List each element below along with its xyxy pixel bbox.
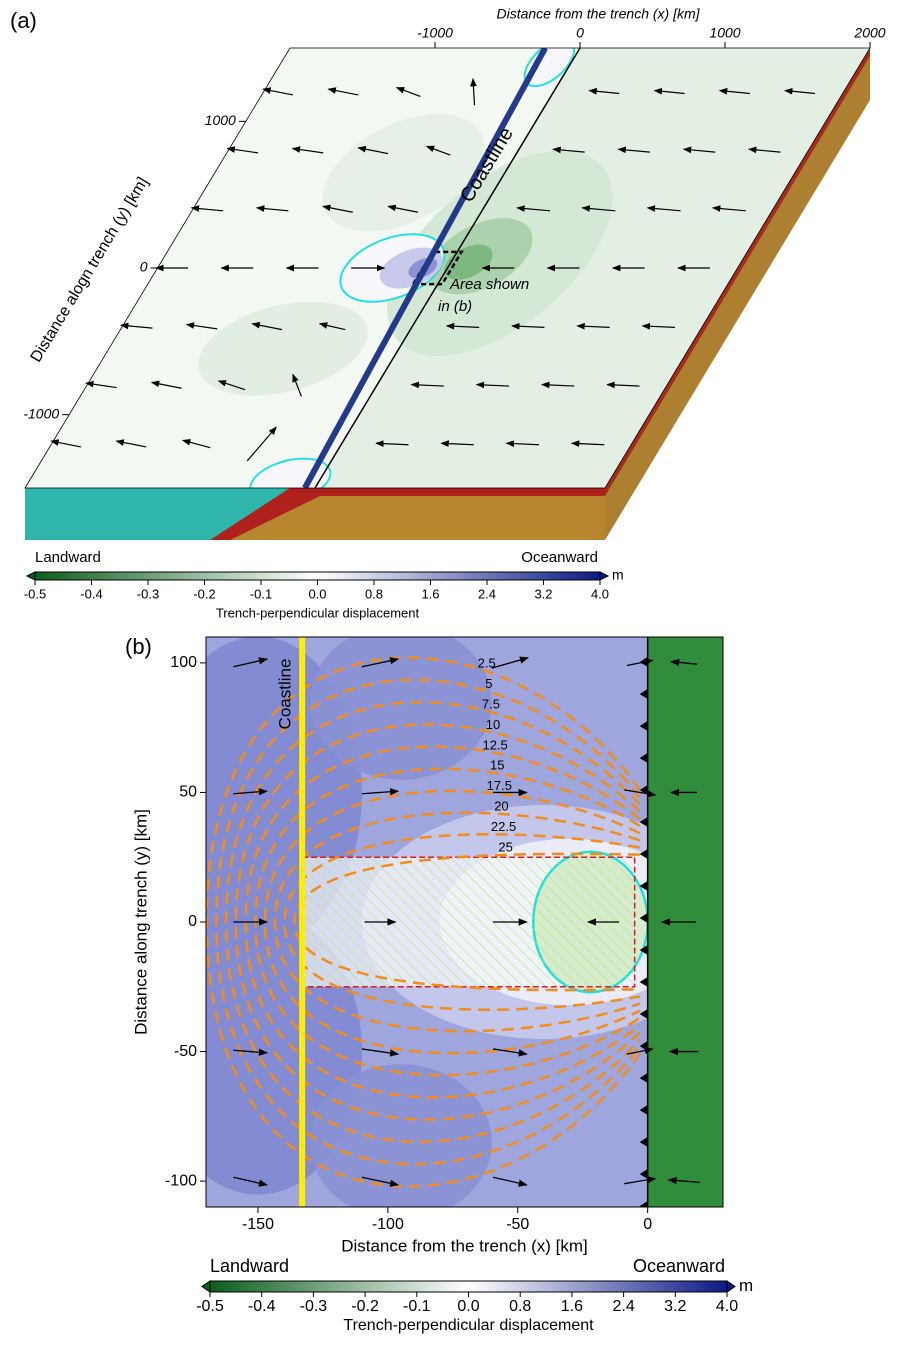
colorbar-left-label: Landward	[35, 549, 101, 566]
colorbar-right-label: Oceanward	[521, 549, 598, 566]
colorbar-tick-label: 1.6	[561, 1298, 583, 1315]
colorbar-tick-label: 1.6	[421, 586, 439, 601]
colorbar-tick-label: 0.8	[365, 586, 383, 601]
colorbar-tick-label: 4.0	[716, 1298, 738, 1315]
contour-label: 20	[494, 798, 508, 813]
colorbar	[210, 1281, 727, 1292]
colorbar-tick-label: 2.4	[478, 586, 496, 601]
contour-label: 2.5	[478, 656, 496, 671]
panel-label: (a)	[10, 8, 37, 33]
colorbar-tick-label: -0.3	[137, 586, 159, 601]
coastline-label: Coastline	[276, 659, 295, 730]
colorbar-tick-label: -0.4	[80, 586, 102, 601]
contour-label: 22.5	[491, 819, 516, 834]
colorbar-tick-label: -0.3	[300, 1298, 328, 1315]
contour-label: 7.5	[482, 696, 500, 711]
figure: CoastlineArea shownin (b)-1000010002000-…	[0, 0, 901, 1346]
colorbar-tick-label: 0.0	[308, 586, 326, 601]
colorbar-tick-label: -0.1	[403, 1298, 431, 1315]
colorbar	[35, 572, 600, 580]
y-tick-label: 1000	[205, 112, 236, 128]
y-axis-title: Distance along trench (y) [km]	[131, 809, 150, 1035]
slip-hatch	[302, 857, 635, 987]
x-tick-label: 0	[576, 25, 584, 41]
panel-label: (b)	[125, 634, 152, 659]
y-tick-label: -50	[174, 1043, 197, 1060]
colorbar-end	[202, 1281, 210, 1292]
y-tick-label: -1000	[23, 405, 59, 421]
colorbar-tick-label: -0.5	[196, 1298, 224, 1315]
colorbar-tick-label: -0.5	[24, 586, 46, 601]
y-tick-label: 50	[179, 784, 197, 801]
contour-label: 15	[490, 758, 504, 773]
colorbar-tick-label: -0.4	[248, 1298, 276, 1315]
y-tick-label: 0	[140, 259, 148, 275]
colorbar-tick-label: 0.0	[457, 1298, 479, 1315]
colorbar-tick-label: 0.8	[509, 1298, 531, 1315]
x-tick-label: -100	[372, 1216, 404, 1233]
contour-label: 10	[486, 717, 500, 732]
colorbar-end	[27, 572, 35, 580]
x-tick-label: -150	[242, 1216, 274, 1233]
colorbar-end	[727, 1281, 735, 1292]
contour-label: 25	[498, 839, 512, 854]
colorbar-unit: m	[612, 567, 624, 583]
colorbar-title: Trench-perpendicular displacement	[343, 1317, 594, 1334]
x-tick-label: 1000	[709, 25, 740, 41]
colorbar-unit: m	[739, 1276, 753, 1295]
contour-label: 12.5	[482, 737, 507, 752]
x-axis-title: Distance from the trench (x) [km]	[341, 1236, 588, 1255]
colorbar-right-label: Oceanward	[633, 1256, 725, 1276]
colorbar-tick-label: 3.2	[534, 586, 552, 601]
annotation: Area shown	[449, 276, 529, 293]
colorbar-tick-label: 3.2	[664, 1298, 686, 1315]
colorbar-tick-label: -0.1	[250, 586, 272, 601]
contour-label: 5	[485, 676, 492, 691]
y-tick-label: 0	[188, 913, 197, 930]
x-tick-label: 0	[643, 1216, 652, 1233]
y-tick-label: 100	[170, 654, 197, 671]
colorbar-tick-label: 4.0	[591, 586, 609, 601]
colorbar-tick-label: -0.2	[351, 1298, 379, 1315]
colorbar-title: Trench-perpendicular displacement	[216, 605, 420, 620]
colorbar-tick-label: 2.4	[612, 1298, 634, 1315]
colorbar-tick-label: -0.2	[193, 586, 215, 601]
contour-label: 17.5	[487, 778, 512, 793]
x-tick-label: -1000	[417, 25, 453, 41]
y-tick-label: -100	[165, 1172, 197, 1189]
colorbar-end	[600, 572, 608, 580]
colorbar-left-label: Landward	[210, 1256, 289, 1276]
x-axis-title: Distance from the trench (x) [km]	[496, 6, 700, 22]
x-tick-label: 2000	[853, 25, 885, 41]
annotation: in (b)	[438, 298, 472, 315]
x-tick-label: -50	[506, 1216, 529, 1233]
